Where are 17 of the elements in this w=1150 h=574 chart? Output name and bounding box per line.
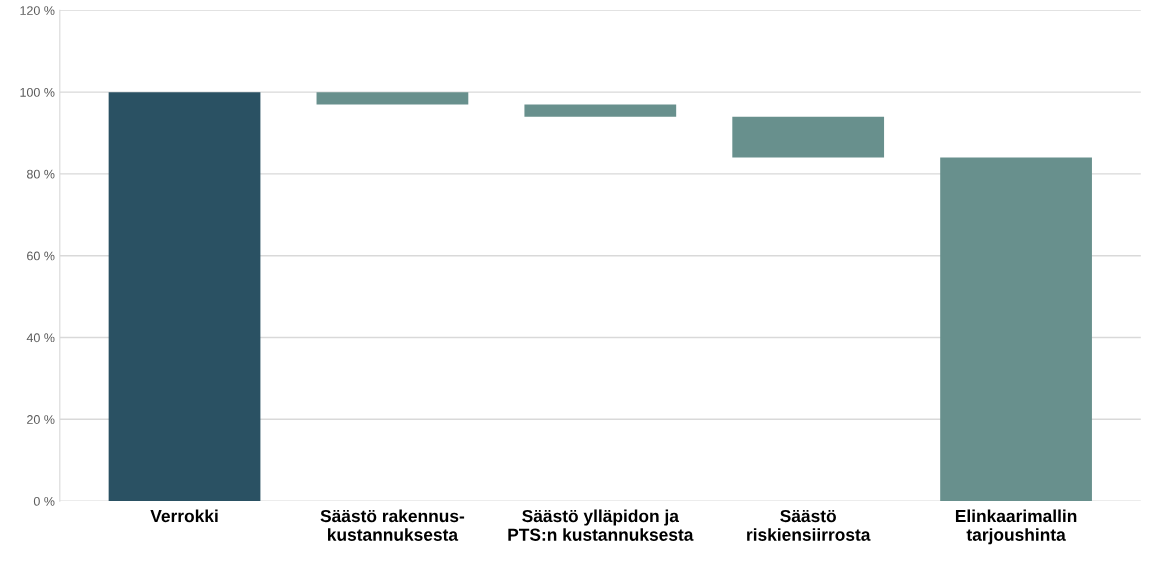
bar [108,92,261,502]
bar [524,104,677,117]
y-tick-label: 0 % [33,496,55,506]
y-tick-label: 20 % [27,415,55,424]
y-tick-label: 120 % [20,6,55,15]
bar [940,157,1092,502]
bar [732,116,885,158]
y-tick-label: 40 % [26,333,55,343]
bar [316,92,469,105]
x-tick-label: Säästö ylläpidon ja PTS:n kustannuksesta [508,509,694,541]
y-tick-label: 100 % [20,87,55,97]
y-tick-label: 60 % [27,251,55,261]
x-tick-label: Säästö riskiensiirrosta [747,509,871,541]
x-tick-label: Verrokki [150,509,218,523]
y-tick-label: 80 % [26,169,55,179]
x-tick-label: Säästö rakennus- kustannuksesta [320,509,465,541]
x-tick-label: Elinkaarimallin tarjoushinta [955,509,1077,545]
